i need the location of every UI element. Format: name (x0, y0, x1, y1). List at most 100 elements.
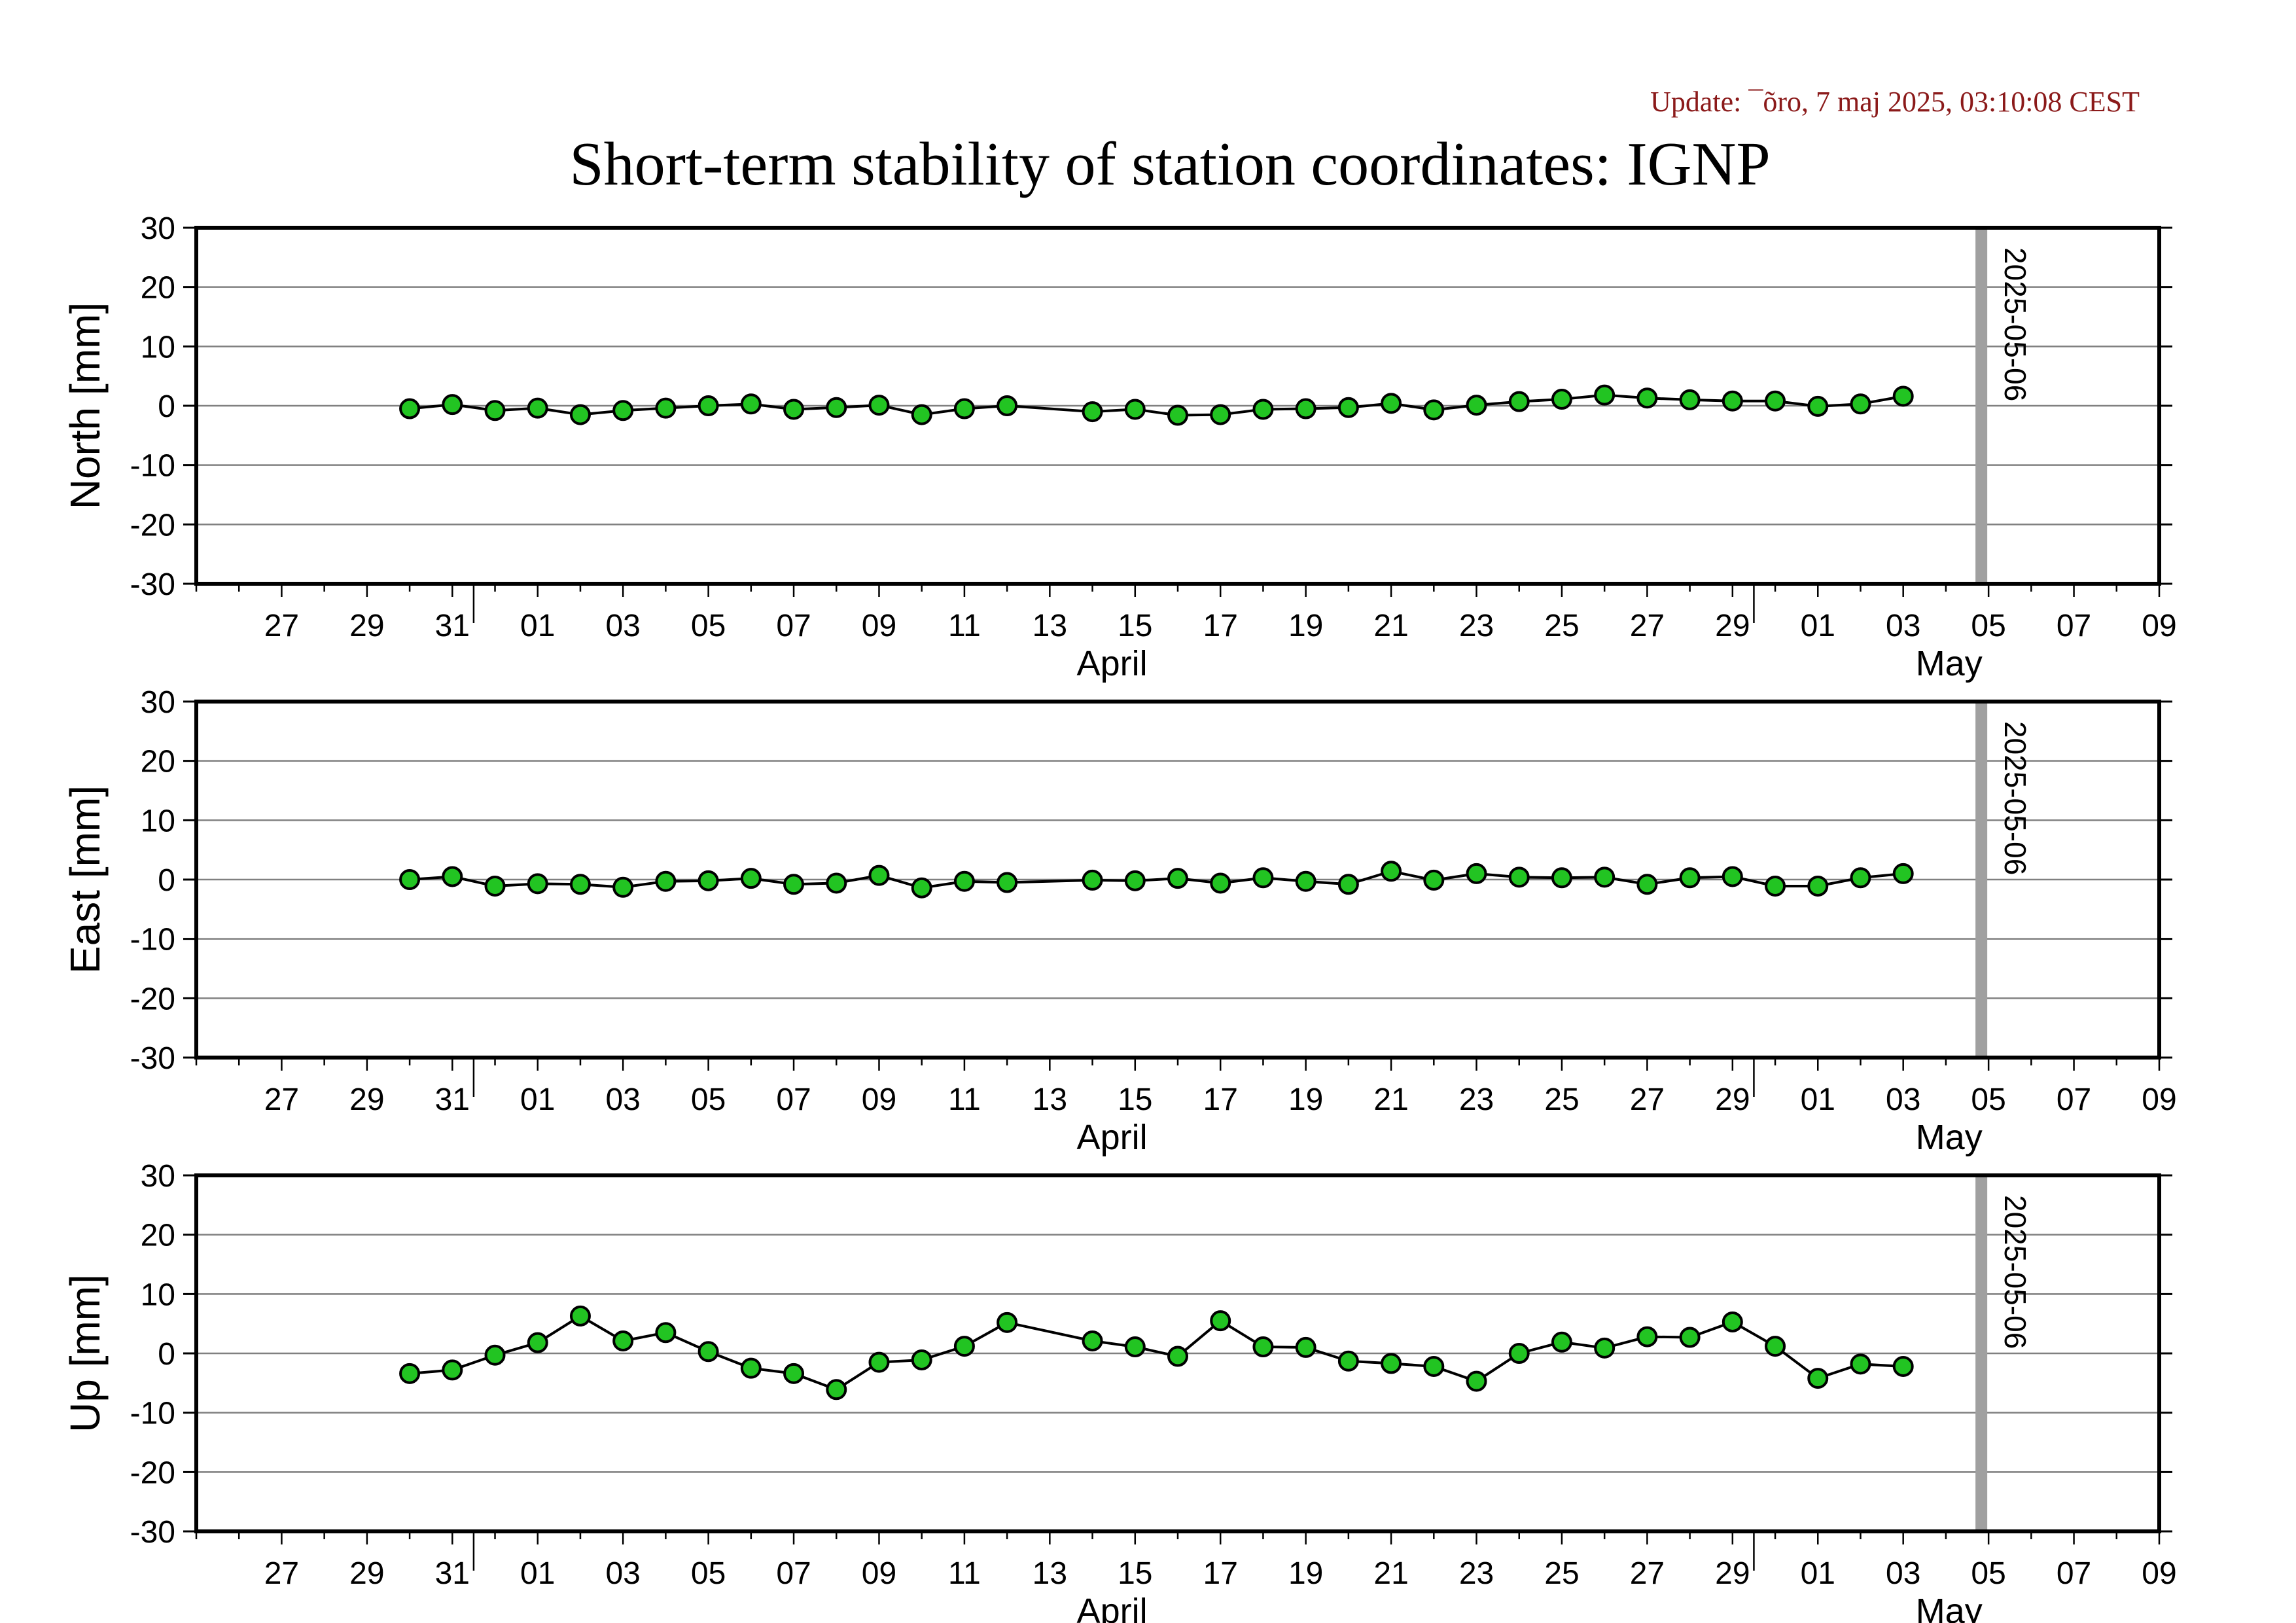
data-point (655, 870, 677, 892)
data-point (612, 1330, 634, 1351)
data-point (997, 872, 1018, 893)
panel-1: 30 20 10 0 -10 -20 -30 27 29 31 01 03 05 07 09 11 13 15 17… (62, 211, 2177, 683)
x-tick-label: 17 (1203, 1082, 1238, 1117)
data-point (740, 868, 762, 889)
y-tick-label: -20 (130, 1455, 175, 1490)
x-tick-label: 19 (1288, 1082, 1323, 1117)
y-tick-label: 20 (141, 745, 175, 779)
x-tick-label: 31 (435, 1556, 470, 1591)
update-timestamp: Update: ¯õro, 7 maj 2025, 03:10:08 CEST (1650, 86, 2140, 118)
data-point (1551, 389, 1572, 410)
data-point (1892, 385, 1914, 407)
data-point (1295, 1336, 1316, 1358)
x-tick-label: 07 (776, 1556, 811, 1591)
plot-frame (194, 226, 2161, 586)
x-tick-label: 07 (2057, 609, 2091, 643)
y-axis-label: Up [mm] (62, 1274, 109, 1433)
data-point (527, 397, 548, 419)
data-point (826, 397, 847, 418)
x-tick-label: 21 (1373, 609, 1408, 643)
date-marker-label: 2025-05-06 (1998, 247, 2032, 401)
data-point (1679, 389, 1701, 410)
x-tick-label: 27 (1630, 1556, 1665, 1591)
x-tick-label: 21 (1373, 1082, 1408, 1117)
month-label: May (1916, 1118, 1983, 1157)
x-tick-label: 09 (862, 1556, 896, 1591)
data-point (527, 873, 548, 895)
data-point (1295, 870, 1316, 892)
data-point (655, 1322, 677, 1344)
x-tick-label: 27 (264, 609, 299, 643)
panel-3: 30 20 10 0 -10 -20 -30 27 29 31 01 03 05 07 09 11 13 15 17… (62, 1159, 2177, 1623)
data-point (1295, 398, 1316, 419)
x-tick-label: 07 (776, 1082, 811, 1117)
x-tick-label: 29 (349, 1082, 384, 1117)
x-tick-label: 01 (520, 609, 555, 643)
data-point (953, 870, 975, 892)
x-tick-label: 03 (605, 1082, 640, 1117)
chart-title: Short-term stability of station coordina… (569, 130, 1770, 198)
data-point (1722, 1311, 1743, 1332)
data-point (1594, 1337, 1616, 1359)
data-point (1765, 875, 1786, 897)
data-point (1210, 404, 1231, 425)
data-point (1337, 397, 1359, 418)
date-marker-label: 2025-05-06 (1998, 1195, 2032, 1349)
data-point (740, 1357, 762, 1379)
data-point (997, 395, 1018, 416)
y-tick-label: 10 (141, 1277, 175, 1312)
y-tick-label: 10 (141, 804, 175, 838)
data-point (1594, 866, 1616, 888)
data-point (1082, 401, 1103, 423)
x-tick-label: 29 (349, 1556, 384, 1591)
x-tick-label: 11 (948, 1556, 981, 1591)
data-point (442, 394, 463, 416)
data-point (1765, 390, 1786, 412)
y-tick-label: -30 (130, 1515, 175, 1550)
data-point (953, 398, 975, 419)
x-tick-label: 01 (520, 1556, 555, 1591)
data-point (1551, 867, 1572, 889)
data-point (1807, 1368, 1829, 1389)
month-label: May (1916, 1592, 1983, 1623)
data-point (1892, 863, 1914, 884)
x-tick-label: 25 (1544, 609, 1579, 643)
data-point (1807, 395, 1829, 417)
data-point (442, 866, 463, 887)
data-point (1167, 868, 1188, 889)
data-point (1892, 1355, 1914, 1377)
x-tick-label: 13 (1033, 1082, 1067, 1117)
x-tick-label: 25 (1544, 1082, 1579, 1117)
x-tick-label: 03 (1886, 1556, 1920, 1591)
x-tick-label: 07 (2057, 1082, 2091, 1117)
data-point (868, 865, 890, 886)
x-tick-label: 05 (691, 1082, 726, 1117)
x-tick-label: 21 (1373, 1556, 1408, 1591)
data-point (698, 395, 719, 416)
data-point (1850, 1353, 1871, 1375)
x-tick-label: 09 (2142, 1556, 2176, 1591)
data-point (484, 1344, 506, 1366)
x-tick-label: 27 (1630, 609, 1665, 643)
y-axis-label: East [mm] (62, 785, 109, 974)
data-point (1850, 393, 1871, 415)
y-tick-label: 20 (141, 271, 175, 306)
data-point (1551, 1331, 1572, 1353)
x-tick-label: 01 (1801, 1556, 1835, 1591)
x-tick-label: 05 (1971, 1082, 2005, 1117)
x-tick-label: 27 (264, 1082, 299, 1117)
data-point (698, 1341, 719, 1363)
data-point (612, 400, 634, 421)
x-tick-label: 19 (1288, 1556, 1323, 1591)
x-tick-label: 11 (948, 609, 981, 643)
x-tick-label: 17 (1203, 1556, 1238, 1591)
data-point (1508, 391, 1530, 412)
data-point (1381, 1353, 1402, 1374)
x-tick-label: 09 (862, 609, 896, 643)
data-point (1252, 399, 1274, 420)
data-point (569, 874, 591, 895)
data-point (1082, 869, 1103, 891)
data-point (1337, 1350, 1359, 1372)
y-tick-label: -10 (130, 923, 175, 957)
